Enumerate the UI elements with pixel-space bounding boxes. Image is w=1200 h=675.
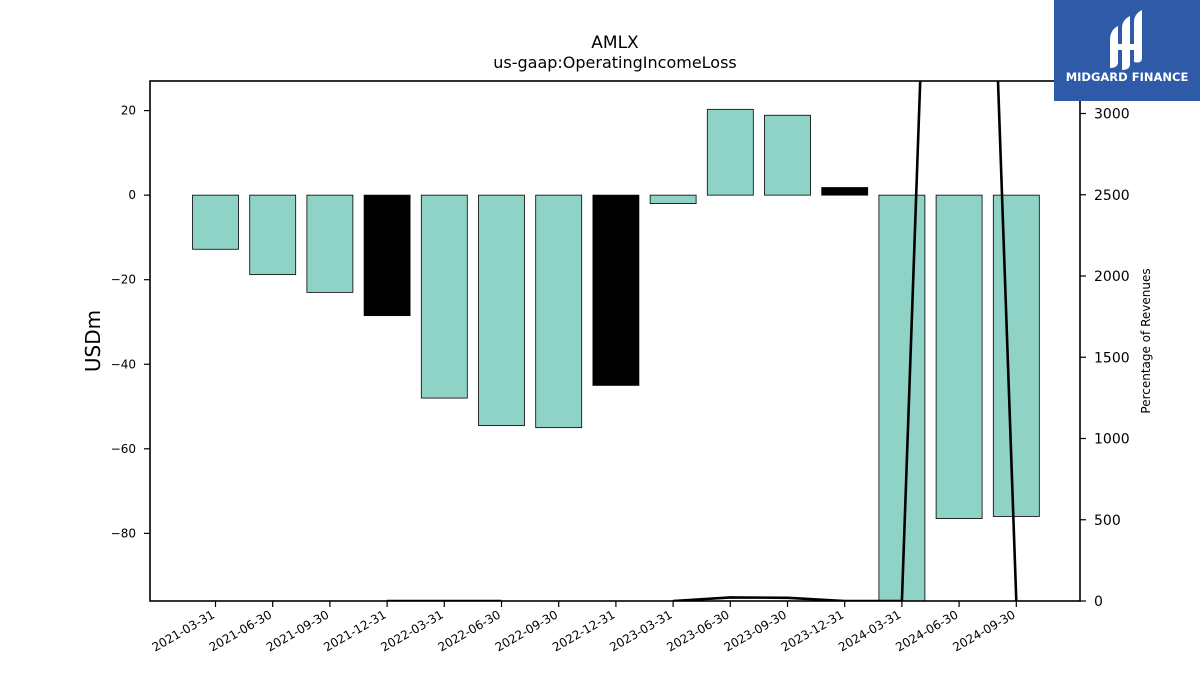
percentage-line-segment-2 <box>673 81 1018 601</box>
y2-tick-label: 2500 <box>1094 188 1130 204</box>
x-tick-label: 2021-12-31 <box>321 607 388 654</box>
y2-tick-label: 2000 <box>1094 269 1130 285</box>
bar-2024-06-30 <box>935 194 983 519</box>
y2-tick-label: 3000 <box>1094 107 1130 123</box>
x-tick-label: 2024-09-30 <box>950 607 1017 654</box>
y-tick-label: 20 <box>121 104 136 118</box>
x-tick-label: 2023-09-30 <box>722 607 789 654</box>
logo: MIDGARD FINANCE <box>1054 0 1200 101</box>
y-tick-label: −80 <box>111 526 136 540</box>
bar-2023-12-31 <box>821 187 869 196</box>
y2-axis-ticks: 3000 2500 2000 1500 1000 500 0 <box>1080 107 1130 610</box>
x-tick-label: 2024-06-30 <box>893 607 960 654</box>
bar-2022-06-30 <box>478 194 525 426</box>
x-tick-label: 2022-06-30 <box>436 607 503 654</box>
bar-2024-09-30 <box>992 194 1040 517</box>
x-tick-label: 2022-12-31 <box>550 607 617 654</box>
x-tick-label: 2023-06-30 <box>664 607 731 654</box>
x-tick-label: 2023-12-31 <box>779 607 846 654</box>
y2-tick-label: 0 <box>1094 594 1103 610</box>
y-axis-label: USDm <box>81 310 105 372</box>
percentage-line <box>387 81 1018 601</box>
y2-tick-label: 1500 <box>1094 350 1130 366</box>
chart-subtitle: us-gaap:OperatingIncomeLoss <box>493 53 737 72</box>
y2-axis-label: Percentage of Revenues <box>1139 268 1153 413</box>
logo-mark-icon <box>1110 10 1142 70</box>
logo-text: MIDGARD FINANCE <box>1066 70 1189 84</box>
bar-2023-09-30 <box>764 114 811 196</box>
y-tick-label: −40 <box>111 357 136 371</box>
y-axis-ticks: 20 0 −20 −40 −60 −80 <box>111 104 150 540</box>
bar-2022-12-31 <box>592 194 640 386</box>
x-tick-label: 2022-03-31 <box>378 607 445 654</box>
y2-tick-label: 1000 <box>1094 432 1130 448</box>
bar-2021-09-30 <box>306 194 354 293</box>
x-tick-label: 2022-09-30 <box>493 607 560 654</box>
bar-2022-03-31 <box>420 194 468 399</box>
bar-2023-06-30 <box>706 108 754 196</box>
bar-2021-03-31 <box>192 194 239 250</box>
chart-title: AMLX <box>591 33 639 53</box>
y-tick-label: 0 <box>128 188 136 202</box>
y-tick-label: −20 <box>111 273 136 287</box>
bar-2024-03-31 <box>878 194 926 601</box>
plot-frame <box>149 80 1081 602</box>
x-tick-label: 2021-09-30 <box>264 607 331 654</box>
bar-2023-03-31 <box>649 194 697 205</box>
bar-2022-09-30 <box>535 194 583 429</box>
x-tick-label: 2021-03-31 <box>150 607 217 654</box>
y-tick-label: −60 <box>111 442 136 456</box>
bars <box>192 108 1040 601</box>
x-tick-label: 2024-03-31 <box>836 607 903 654</box>
y2-tick-label: 500 <box>1094 513 1121 529</box>
bar-2021-06-30 <box>249 194 297 276</box>
bar-2021-12-31 <box>363 194 411 317</box>
x-tick-label: 2021-06-30 <box>207 607 274 654</box>
x-axis-ticks: 2021-03-312021-06-302021-09-302021-12-31… <box>150 601 1018 654</box>
x-tick-label: 2023-03-31 <box>607 607 674 654</box>
